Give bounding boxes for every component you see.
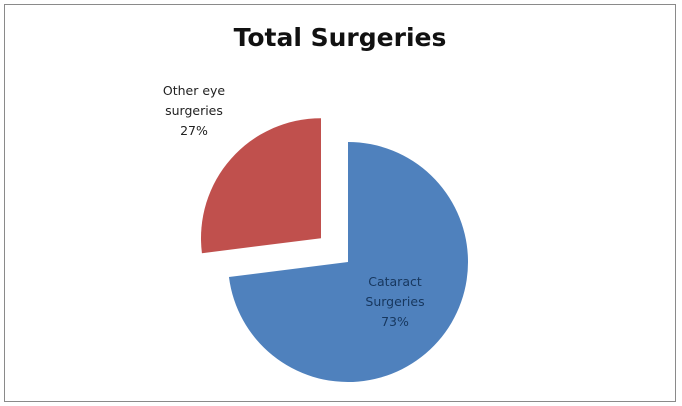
pie-slice-2: [200, 118, 321, 254]
slice-label-2: Other eye surgeries 27%: [163, 83, 226, 138]
pie-slice-1: [228, 142, 469, 382]
slice-label-1: Cataract Surgeries 73%: [365, 274, 424, 329]
chart-title: Total Surgeries: [233, 23, 447, 52]
